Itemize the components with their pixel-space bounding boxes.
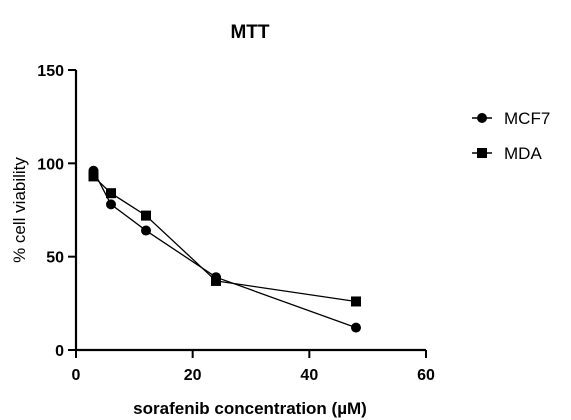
series-line-mda [93,175,357,303]
legend-marker-mda [477,148,487,158]
series-group [88,165,361,333]
y-tick-label-0: 0 [55,343,64,360]
data-point-mda-6 [106,188,116,199]
legend-label-mda: MDA [504,144,542,163]
y-tick-label-150: 150 [37,63,64,80]
x-tick-label-20: 20 [184,367,202,384]
y-axis-label: % cell viability [10,157,29,263]
series-mcf7 [88,165,361,333]
y-tick-label-100: 100 [37,156,64,173]
legend-item-mda: MDA [472,144,542,163]
data-point-mda-48 [351,296,361,307]
data-point-mcf7-48 [351,322,361,333]
y-tick-label-50: 50 [46,250,64,267]
data-point-mda-3 [88,171,99,182]
legend-item-mcf7: MCF7 [472,109,550,128]
x-tick-label-40: 40 [300,367,318,384]
ticks: 0 50 100 150 0 20 40 60 [37,63,435,384]
legend: MCF7 MDA [472,109,550,163]
series-line-mcf7 [92,170,357,329]
legend-label-mcf7: MCF7 [504,109,550,128]
data-point-mcf7-12 [141,225,151,236]
series-mda [88,171,361,307]
x-tick-label-60: 60 [417,367,435,384]
data-point-mda-12 [141,210,151,221]
x-axis-label: sorafenib concentration (µM) [133,399,367,418]
legend-marker-mcf7 [477,113,487,123]
x-tick-label-0: 0 [72,367,81,384]
data-point-mda-24 [211,275,221,286]
axes [74,70,426,352]
chart-title: MTT [230,22,269,43]
data-point-mcf7-6 [106,199,116,210]
